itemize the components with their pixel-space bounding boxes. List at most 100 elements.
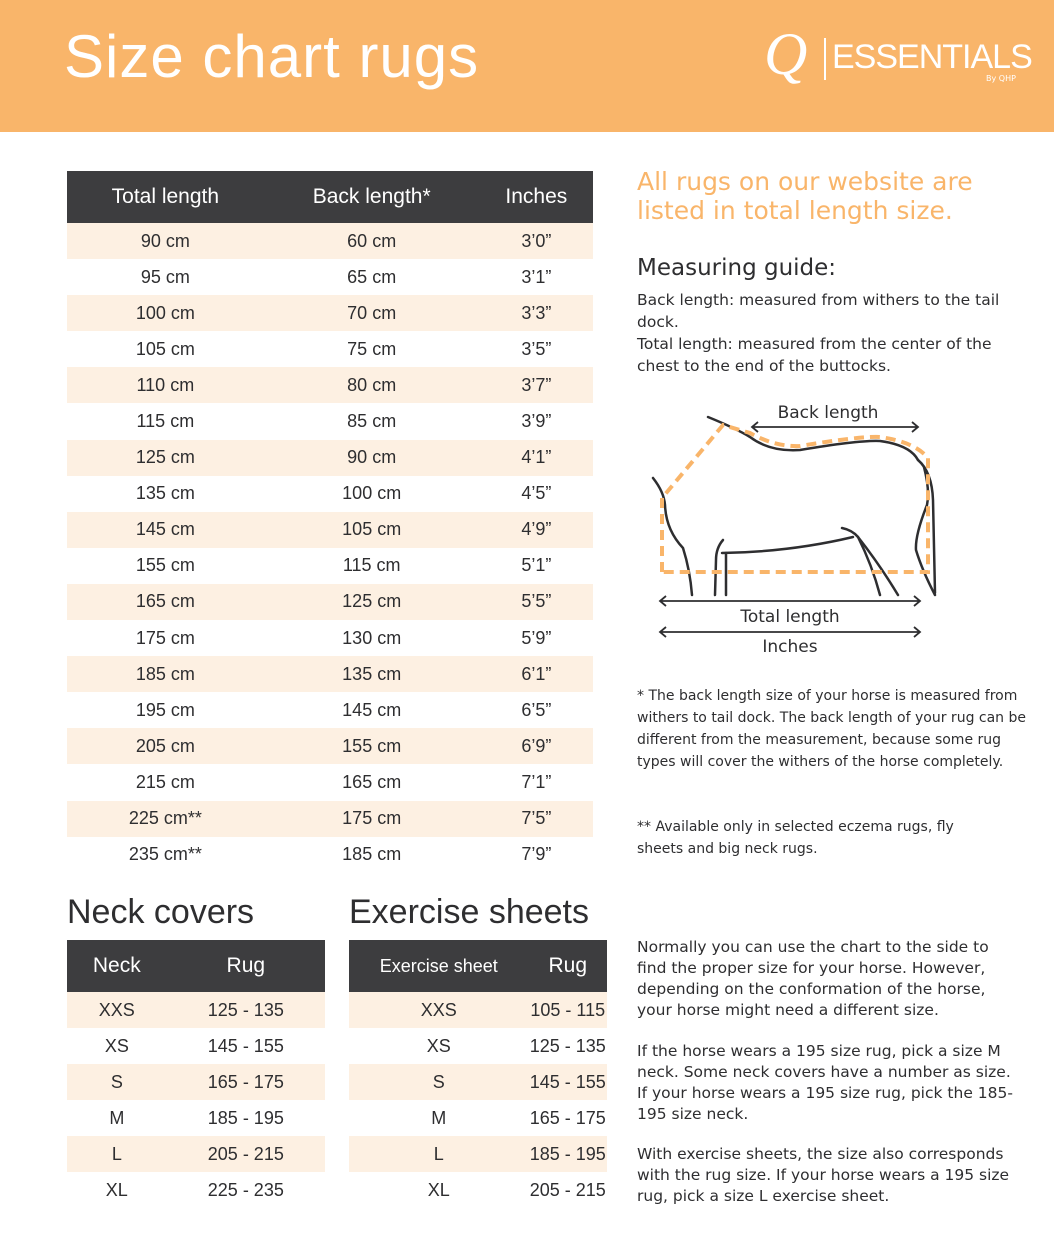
table-row: XS 125 - 135 xyxy=(349,1028,607,1064)
table-cell: 205 - 215 xyxy=(529,1179,606,1200)
table-cell: L xyxy=(349,1136,529,1172)
guide-back-length: Back length: measured from withers to th… xyxy=(637,291,1000,331)
table-cell: 145 - 155 xyxy=(207,1035,284,1056)
table-cell: 165 - 175 xyxy=(166,1064,325,1100)
table-cell: 3’1” xyxy=(521,266,552,287)
table-cell: 4’5” xyxy=(521,483,552,504)
table-row: 95 cm 65 cm 3’1” xyxy=(67,259,593,295)
table-cell: 3’3” xyxy=(479,295,593,332)
table-cell: 85 cm xyxy=(347,411,397,432)
table-row: XXS 125 - 135 xyxy=(67,992,325,1028)
table-row: 155 cm 115 cm 5’1” xyxy=(67,548,593,584)
table-cell: 95 cm xyxy=(140,266,190,287)
exercise-sheets-table: Exercise sheet Rug XXS 105 - 115 XS 125 - 135… xyxy=(349,940,607,1208)
table-cell: 225 cm** xyxy=(67,800,264,837)
table-row: XS 145 - 155 xyxy=(67,1028,325,1064)
diagram-inches-label: Inches xyxy=(762,637,817,657)
table-cell: 215 cm xyxy=(135,771,195,792)
table-cell: 100 cm xyxy=(342,483,402,504)
table-cell: 145 cm xyxy=(342,699,402,720)
measuring-guide-title: Measuring guide: xyxy=(637,255,837,281)
table-cell: 6’1” xyxy=(479,656,593,693)
column-header: Rug xyxy=(528,940,607,992)
table-cell: 175 cm xyxy=(135,627,195,648)
table-cell: 90 cm xyxy=(67,223,264,260)
table-cell: 195 cm xyxy=(135,699,195,720)
table-cell: M xyxy=(109,1107,125,1128)
table-cell: 205 cm xyxy=(67,728,264,765)
table-cell: 6’5” xyxy=(521,699,552,720)
table-row: 225 cm** 175 cm 7’5” xyxy=(67,800,593,837)
footnote-eczema: ** Available only in selected eczema rug… xyxy=(637,819,954,857)
table-row: XL 205 - 215 xyxy=(349,1172,607,1208)
table-cell: 80 cm xyxy=(263,367,480,404)
table-cell: 105 cm xyxy=(263,511,480,548)
table-header-row: Neck Rug xyxy=(67,940,325,992)
table-cell: M xyxy=(431,1107,447,1128)
paragraph-neck: If the horse wears a 195 size rug, pick … xyxy=(637,1042,1013,1123)
table-cell: S xyxy=(67,1064,167,1100)
table-cell: 225 - 235 xyxy=(207,1179,284,1200)
table-cell: 3’5” xyxy=(521,338,552,359)
table-row: 175 cm 130 cm 5’9” xyxy=(67,620,593,656)
table-cell: 3’0” xyxy=(479,223,593,260)
column-header: Inches xyxy=(479,171,593,223)
table-row: 195 cm 145 cm 6’5” xyxy=(67,692,593,728)
table-cell: 5’5” xyxy=(479,583,593,621)
table-cell: 4’9” xyxy=(479,511,593,548)
table-cell: 90 cm xyxy=(263,439,480,476)
table-row: 115 cm 85 cm 3’9” xyxy=(67,403,593,439)
table-cell: 145 - 155 xyxy=(528,1064,607,1100)
table-cell: 115 cm xyxy=(342,555,401,576)
table-row: 90 cm 60 cm 3’0” xyxy=(67,223,593,260)
table-row: 215 cm 165 cm 7’1” xyxy=(67,764,593,800)
rug-size-table: Total length Back length* Inches 90 cm 60 cm… xyxy=(67,171,593,873)
table-cell: XL xyxy=(105,1179,128,1200)
column-header: Total length xyxy=(67,171,264,223)
table-row: 105 cm 75 cm 3’5” xyxy=(67,331,593,367)
table-cell: 75 cm xyxy=(347,338,397,359)
table-header-row: Total length Back length* Inches xyxy=(67,171,593,223)
table-row: 185 cm 135 cm 6’1” xyxy=(67,656,593,693)
table-row: 100 cm 70 cm 3’3” xyxy=(67,295,593,332)
table-cell: 130 cm xyxy=(342,627,402,648)
table-row: 235 cm** 185 cm 7’9” xyxy=(67,837,593,873)
table-cell: 145 cm xyxy=(67,511,264,548)
table-cell: 155 cm xyxy=(135,555,195,576)
diagram-back-length-label: Back length xyxy=(778,403,879,423)
table-cell: 3’7” xyxy=(479,367,593,404)
footnote-back-length: * The back length size of your horse is … xyxy=(637,688,1026,770)
table-cell: 185 cm xyxy=(67,656,264,693)
column-header: Neck xyxy=(67,940,167,992)
table-cell: 205 - 215 xyxy=(166,1136,325,1172)
table-cell: 185 cm xyxy=(342,844,402,865)
highlight-note: All rugs on our website are listed in to… xyxy=(637,167,973,225)
table-cell: 7’1” xyxy=(521,771,552,792)
table-row: 165 cm 125 cm 5’5” xyxy=(67,583,593,621)
table-cell: 155 cm xyxy=(263,728,480,765)
neck-covers-title: Neck covers xyxy=(67,893,255,931)
table-cell: 235 cm** xyxy=(128,844,202,865)
table-cell: XXS xyxy=(67,992,167,1028)
table-cell: 70 cm xyxy=(263,295,480,332)
table-cell: 7’9” xyxy=(521,844,552,865)
table-cell: 165 cm xyxy=(342,771,402,792)
neck-covers-table: Neck Rug XXS 125 - 135 XS 145 - 155 S 165 - 175… xyxy=(67,940,325,1208)
table-row: S 145 - 155 xyxy=(349,1064,607,1100)
table-cell: 7’5” xyxy=(479,800,593,837)
table-row: XXS 105 - 115 xyxy=(349,992,607,1028)
paragraph-exercise: With exercise sheets, the size also corr… xyxy=(637,1145,1010,1205)
column-header: Rug xyxy=(166,940,325,992)
table-row: L 185 - 195 xyxy=(349,1136,607,1172)
table-cell: XS xyxy=(426,1035,451,1056)
table-cell: S xyxy=(349,1064,529,1100)
table-cell: 5’9” xyxy=(521,627,552,648)
table-cell: 185 - 195 xyxy=(207,1107,284,1128)
table-cell: 125 cm xyxy=(67,439,264,476)
paragraph-normal-use: Normally you can use the chart to the si… xyxy=(637,938,989,1019)
table-cell: XS xyxy=(104,1035,129,1056)
exercise-sheets-title: Exercise sheets xyxy=(349,893,589,931)
table-cell: 135 cm xyxy=(263,656,480,693)
table-row: S 165 - 175 xyxy=(67,1064,325,1100)
table-row: 125 cm 90 cm 4’1” xyxy=(67,439,593,476)
